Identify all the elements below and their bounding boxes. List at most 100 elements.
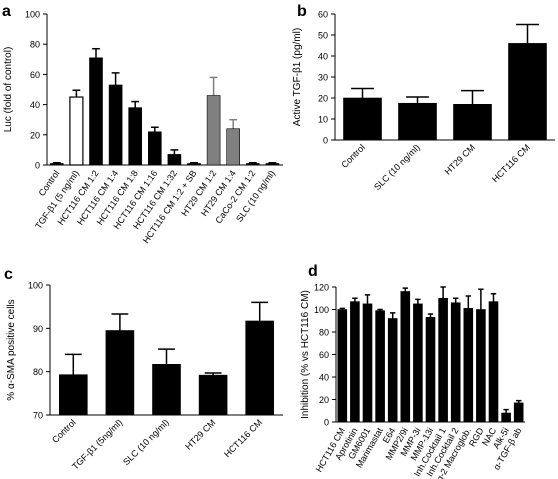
panel-d-bar	[438, 297, 448, 423]
panel-c-bar-group	[152, 348, 181, 416]
panel-b-ytick-label: 0	[323, 136, 328, 146]
panel-a-ytick-label: 20	[30, 130, 40, 140]
panel-b-bar-group	[453, 89, 492, 141]
panel-c-bar-group	[245, 301, 274, 416]
panel-c-category-label: HT29 CM	[183, 417, 217, 451]
panel-c-ytick-label: 70	[33, 411, 43, 421]
panel-d-bar-group	[450, 297, 461, 423]
panel-d-bar	[463, 308, 474, 423]
panel-a-bar-group	[49, 161, 64, 166]
panel-a-bar	[128, 107, 142, 166]
panel-a-bar-group	[89, 47, 103, 166]
panel-d-bar	[400, 291, 411, 423]
panel-a-bar-group	[206, 76, 221, 166]
panel-a-bar	[69, 96, 84, 166]
panel-a-y-axis-title: Luc (fold of control)	[3, 47, 14, 133]
panel-b-category-label: Control	[339, 142, 367, 170]
panel-c-chart: 70 80 90 100 % α-SMA positive cells ControlTG…	[6, 281, 283, 472]
panel-d-bar-group	[337, 307, 348, 423]
panel-label-c: c	[4, 266, 13, 283]
panel-c-bar	[58, 374, 88, 416]
panel-d-ytick-label: 0	[324, 418, 329, 428]
panel-d-bar-group	[438, 286, 448, 423]
panel-a-bar	[206, 95, 221, 166]
panel-a-bar-group	[226, 118, 240, 166]
panel-b-bar	[508, 43, 547, 141]
panel-d-bar-group	[362, 294, 373, 423]
panel-label-d: d	[308, 263, 318, 280]
panel-d-bar	[375, 310, 385, 423]
panel-a-bar	[187, 163, 201, 166]
panel-d-bar	[488, 301, 499, 423]
panel-b-chart: 0 10 20 30 40 50 60 Active TGF-β1 (pg/ml) Contro…	[292, 10, 555, 192]
panel-a-ytick-label: 60	[30, 70, 40, 80]
panel-d-bar	[476, 309, 486, 423]
panel-b-bar	[398, 102, 437, 141]
panel-a-bar-group	[148, 126, 162, 166]
panel-d-bar	[362, 303, 373, 423]
panel-d-ytick-label: 120	[314, 283, 329, 293]
panel-c-category-label: HCT116 CM	[222, 417, 264, 459]
panel-d-bar	[425, 317, 436, 423]
panel-d-bar	[337, 309, 348, 423]
panel-a-bar	[246, 163, 260, 166]
panel-b-bar-group	[398, 96, 437, 141]
panel-a-bar-group	[265, 161, 280, 166]
panel-a-ytick-label: 40	[30, 100, 40, 110]
panel-c-bar	[245, 320, 274, 416]
panel-d-bar	[387, 318, 398, 423]
panel-d-bar	[413, 303, 423, 423]
panel-c-bar	[198, 374, 228, 416]
panel-a-ytick-label: 100	[25, 10, 40, 20]
panel-d-ytick-label: 60	[319, 350, 329, 360]
panel-d-bar-group	[476, 288, 486, 423]
panel-d-bar-group	[413, 298, 423, 423]
panel-c-ytick-label: 80	[33, 367, 43, 377]
panel-b-bar	[453, 104, 492, 141]
panel-a-bar	[167, 154, 182, 166]
panel-a-bar	[89, 57, 103, 166]
panel-b-y-axis-title: Active TGF-β1 (pg/ml)	[292, 28, 303, 126]
panel-b-bar-group	[343, 87, 382, 141]
panel-d-bar	[350, 301, 360, 423]
panel-a-bar	[148, 131, 162, 166]
panel-label-b: b	[297, 3, 307, 20]
panel-c-category-label: Control	[50, 417, 78, 445]
panel-a-ytick-label: 0	[35, 161, 40, 171]
panel-b-ytick-label: 30	[318, 73, 328, 83]
panel-c-bar	[152, 363, 181, 416]
panel-c-category-label: SLC (10 ng/ml)	[121, 417, 171, 467]
panel-d-ytick-label: 40	[319, 373, 329, 383]
panel-c-ytick-label: 100	[28, 281, 43, 291]
panel-b-category-label: SLC (10 ng/ml)	[372, 142, 422, 192]
panel-a-bar-group	[187, 161, 201, 166]
panel-b-ytick-label: 10	[318, 115, 328, 125]
panel-c-bar-group	[198, 372, 228, 416]
panel-a-bar-group	[167, 149, 182, 166]
panel-d-ytick-label: 100	[314, 305, 329, 315]
panel-a-bar	[49, 163, 64, 166]
panel-d-bar	[513, 402, 524, 423]
panel-c-ytick-label: 90	[33, 324, 43, 334]
panel-d-bar-group	[425, 313, 436, 423]
panel-d-bar-group	[463, 295, 474, 423]
panel-b-ytick-label: 40	[318, 52, 328, 62]
panel-b-category-label: HT29 CM	[443, 142, 477, 176]
panel-a-bar	[226, 128, 240, 166]
panel-b-ytick-label: 20	[318, 94, 328, 104]
panel-d-bar	[501, 412, 511, 423]
panel-c-y-axis-title: % α-SMA positive cells	[6, 299, 17, 400]
panel-d-bar-group	[488, 293, 499, 423]
panel-a-bar-group	[128, 100, 142, 166]
panel-b-bar-group	[508, 23, 547, 141]
panel-a-ytick-label: 80	[30, 40, 40, 50]
panel-d-bar-group	[400, 287, 411, 423]
panel-b-category-label: HCT116 CM	[490, 142, 532, 184]
panel-c-bar-group	[58, 353, 88, 416]
panel-d-bar-group	[501, 408, 511, 423]
panel-d-bar	[450, 302, 461, 423]
panel-b-ytick-label: 50	[318, 31, 328, 41]
panel-b-ytick-label: 60	[318, 10, 328, 20]
